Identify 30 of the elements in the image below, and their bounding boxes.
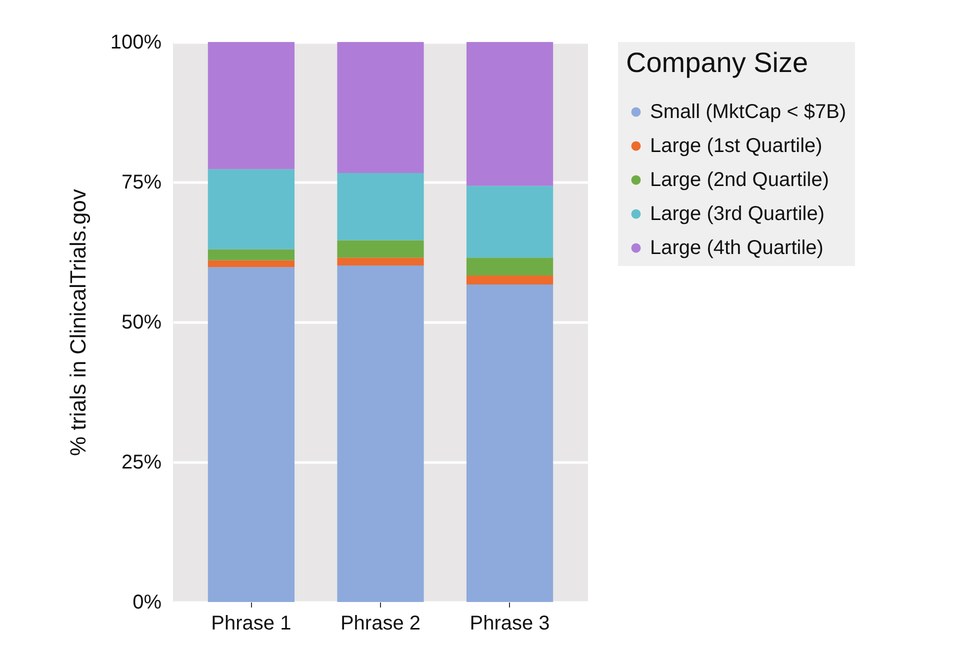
y-axis-title: % trials in ClinicalTrials.gov [65,189,90,456]
bar [208,249,295,260]
bar [466,284,554,602]
bar [208,42,295,170]
bar [337,42,424,174]
y-tick-label: 25% [121,452,162,474]
legend-label: Large (1st Quartile) [650,135,822,157]
x-tick-label: Phrase 1 [211,612,292,634]
legend-title: Company Size [626,47,808,78]
y-tick-label: 100% [110,32,162,54]
bar [466,258,554,276]
bar [208,260,295,268]
bar [466,276,554,284]
y-tick-label: 0% [132,592,162,614]
bar [337,265,424,602]
bar [337,173,424,240]
y-tick-label: 75% [121,172,162,194]
bar [208,267,295,602]
legend-label: Large (3rd Quartile) [650,203,825,225]
legend-label: Large (4th Quartile) [650,237,824,259]
bar [208,169,295,250]
x-tick-label: Phrase 2 [340,612,421,634]
legend-label: Large (2nd Quartile) [650,169,829,191]
bar [466,42,554,186]
bar [466,186,554,258]
bar [337,258,424,266]
bar [337,240,424,258]
y-tick-label: 50% [121,312,162,334]
legend-label: Small (MktCap < $7B) [650,101,846,123]
x-tick-label: Phrase 3 [470,612,550,634]
